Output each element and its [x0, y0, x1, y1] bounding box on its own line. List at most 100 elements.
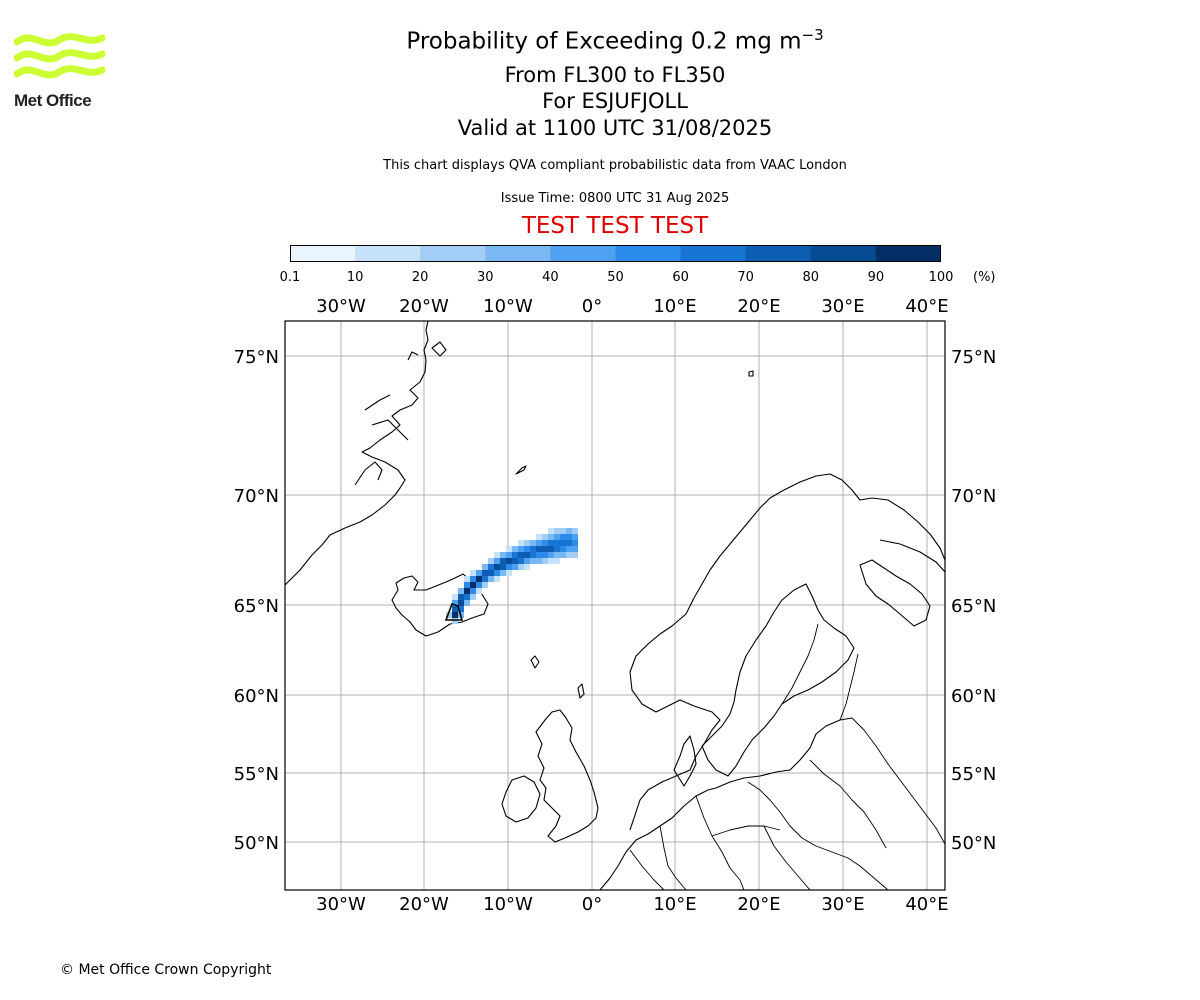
colorbar-tick-label: 50	[607, 270, 624, 285]
plume-cell	[566, 540, 572, 546]
plume-cell	[572, 534, 578, 540]
latitude-label: 55°N	[951, 764, 996, 785]
plume-cell	[530, 546, 536, 552]
borders	[629, 623, 945, 890]
latitude-label: 70°N	[951, 486, 996, 507]
plume-cell	[464, 600, 470, 606]
plume-cell	[548, 552, 554, 558]
shetland	[577, 683, 585, 699]
plume-cell	[506, 546, 512, 552]
plume-cell	[560, 546, 566, 552]
plume-cell	[458, 594, 464, 600]
plume-cell	[494, 564, 500, 570]
plume-cell	[530, 540, 536, 546]
colorbar-segment	[356, 246, 421, 261]
plume-cell	[530, 552, 536, 558]
plume-cell	[458, 588, 464, 594]
greenland-fjords	[354, 341, 447, 486]
colorbar-tick-label: 30	[477, 270, 494, 285]
title-text: Probability of Exceeding 0.2 mg m	[406, 28, 802, 55]
longitude-label: 10°W	[483, 894, 533, 915]
longitude-label: 20°E	[737, 894, 780, 915]
plume-cell	[560, 534, 566, 540]
plume-cell	[560, 540, 566, 546]
plume-cell	[500, 552, 506, 558]
great-britain	[535, 709, 599, 843]
plume-cell	[458, 606, 464, 612]
issue-time: Issue Time: 0800 UTC 31 Aug 2025	[500, 191, 730, 206]
colorbar-tick-label: 60	[672, 270, 689, 285]
plume-cell	[500, 570, 506, 576]
white-sea	[859, 559, 931, 627]
bear-island	[748, 370, 754, 377]
faroe-islands	[530, 655, 540, 669]
plume-cell	[536, 558, 542, 564]
plume-cell	[536, 546, 542, 552]
logo-text: Met Office	[14, 91, 92, 110]
plume-cell	[536, 552, 542, 558]
plume-cell	[548, 540, 554, 546]
latitude-labels-left: 75°N 70°N 65°N 60°N 55°N 50°N	[234, 347, 279, 854]
logo-waves-icon	[14, 33, 106, 79]
longitude-label: 30°E	[821, 296, 864, 317]
plume-cell	[572, 540, 578, 546]
plume-cell	[536, 540, 542, 546]
plume-cell	[470, 588, 476, 594]
latitude-labels-right: 75°N 70°N 65°N 60°N 55°N 50°N	[951, 347, 996, 854]
plume-cell	[488, 576, 494, 582]
plume-cell	[536, 534, 542, 540]
plume-cell	[464, 576, 470, 582]
longitude-label: 0°	[582, 894, 602, 915]
latitude-label: 50°N	[234, 833, 279, 854]
denmark	[673, 735, 697, 787]
plume-cell	[542, 534, 548, 540]
plume-cell	[542, 558, 548, 564]
longitude-label: 0°	[582, 296, 602, 317]
plume-cell	[560, 552, 566, 558]
volcano-name: For ESJUFJOLL	[542, 89, 688, 113]
plume-cell	[470, 570, 476, 576]
plume-cell	[554, 546, 560, 552]
colorbar-unit: (%)	[973, 270, 996, 285]
longitude-label: 20°W	[399, 894, 449, 915]
chart-title: Probability of Exceeding 0.2 mg m−3	[0, 26, 1200, 55]
colorbar-segment	[681, 246, 746, 261]
plume-cell	[452, 606, 458, 612]
met-office-logo	[14, 33, 106, 79]
latitude-label: 50°N	[951, 833, 996, 854]
plume-cell	[470, 594, 476, 600]
longitude-label: 10°W	[483, 296, 533, 317]
copyright-notice: © Met Office Crown Copyright	[60, 962, 272, 978]
plume-cell	[458, 600, 464, 606]
latitude-label: 65°N	[951, 596, 996, 617]
chart-subtitle: This chart displays QVA compliant probab…	[383, 158, 847, 173]
plume-cell	[542, 552, 548, 558]
plume-cell	[506, 570, 512, 576]
map-frame	[284, 320, 946, 891]
plume-cell	[488, 558, 494, 564]
colorbar-segment	[616, 246, 681, 261]
colorbar-tick-label: 70	[737, 270, 754, 285]
greenland-coast	[285, 321, 429, 586]
plume-cell	[524, 558, 530, 564]
plume-cell	[452, 594, 458, 600]
plume-cell	[512, 558, 518, 564]
plume-cell	[512, 546, 518, 552]
plume-cell	[488, 564, 494, 570]
plume-cell	[542, 546, 548, 552]
plume-cell	[476, 576, 482, 582]
plume-cell	[494, 570, 500, 576]
plume-cell	[506, 552, 512, 558]
plume-cell	[476, 570, 482, 576]
plume-cell	[542, 540, 548, 546]
gulf-of-bothnia	[701, 583, 855, 777]
longitude-label: 30°W	[316, 894, 366, 915]
plume-cell	[452, 600, 458, 606]
plume-cell	[524, 540, 530, 546]
plume-cell	[566, 528, 572, 534]
colorbar-segment	[291, 246, 356, 261]
valid-time: Valid at 1100 UTC 31/08/2025	[457, 116, 773, 140]
plume-cell	[464, 594, 470, 600]
plume-cell	[572, 552, 578, 558]
colorbar-tick-label: 10	[346, 270, 364, 285]
